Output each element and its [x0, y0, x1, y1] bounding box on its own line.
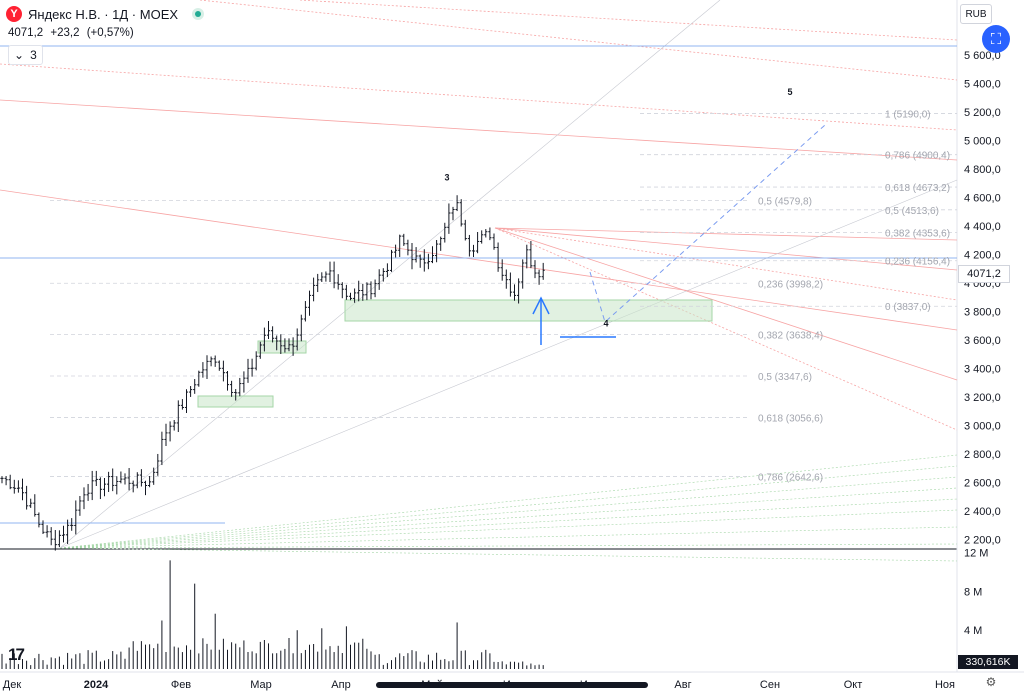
fan-line-green [59, 526, 958, 549]
scale-reset-button[interactable]: ⛶ [982, 25, 1010, 53]
fib-extension-label: 1 (5190,0) [885, 109, 931, 120]
trend-line-red [0, 189, 958, 331]
price-axis-label: 2 600,0 [964, 478, 1001, 490]
price-change-pct: (+0,57%) [86, 27, 134, 39]
fib-extension-label: 0,236 (4156,4) [885, 257, 950, 268]
trend-line-red [0, 63, 958, 131]
quote-line: 4071,2 +23,2 (+0,57%) [8, 27, 138, 39]
last-price: 4071,2 [8, 27, 44, 39]
price-axis-label: 3 600,0 [964, 335, 1001, 347]
fan-line-green [59, 487, 958, 549]
fan-line-green [59, 476, 958, 549]
trend-line-red [199, 0, 958, 81]
fan-line-green [59, 454, 958, 549]
time-axis-label: Авг [674, 679, 691, 691]
price-axis-label: 4 600,0 [964, 193, 1001, 205]
fib-retracement-label: 0,618 (3056,6) [758, 413, 823, 424]
chevron-down-icon: ⌄ [14, 48, 25, 62]
price-axis-label: 5 200,0 [964, 107, 1001, 119]
candles [0, 195, 545, 551]
price-axis-label: 2 400,0 [964, 506, 1001, 518]
tradingview-logo-icon[interactable]: 17 [8, 645, 25, 664]
fib-extension-label: 0,5 (4513,6) [885, 206, 939, 217]
time-axis-label: Фев [171, 679, 191, 691]
trend-line-red [494, 227, 958, 431]
fan-line-grey [59, 0, 721, 549]
up-arrow-head [532, 296, 550, 315]
fib-extension-label: 0,786 (4900,4) [885, 151, 950, 162]
time-axis-label: Ноя [935, 679, 955, 691]
trend-line-red [494, 227, 958, 301]
fan-line-green [59, 498, 958, 549]
volume-bars [1, 560, 544, 669]
fib-retracement-label: 0,5 (3347,6) [758, 372, 812, 383]
market-status-icon [192, 8, 205, 20]
time-axis-label: Сен [760, 679, 780, 691]
trend-line-red [299, 0, 958, 41]
wave-label: 5 [787, 87, 792, 97]
price-axis-label: 4 200,0 [964, 250, 1001, 262]
time-axis-label: Дек [3, 679, 22, 691]
price-axis-label: 2 200,0 [964, 535, 1001, 547]
indicators-toggle-button[interactable]: ⌄ 3 [8, 45, 43, 65]
currency-button[interactable]: RUB [960, 4, 992, 24]
last-price-label: 4071,2 [958, 265, 1010, 283]
volume-axis-label: 4 M [964, 625, 982, 637]
time-axis-label: Мар [250, 679, 272, 691]
price-axis-label: 5 000,0 [964, 136, 1001, 148]
indicator-count: 3 [30, 48, 37, 62]
price-axis-label: 3 000,0 [964, 421, 1001, 433]
symbol-header: Y Яндекс Н.В. · 1Д · MOEX [6, 6, 205, 22]
fib-retracement-label: 0,382 (3638,4) [758, 331, 823, 342]
yandex-logo-icon: Y [6, 6, 22, 22]
time-axis-label: Окт [844, 679, 863, 691]
collapse-icon: ⛶ [990, 30, 1002, 48]
settings-gear-icon[interactable]: ⚙ [985, 675, 997, 689]
trend-line-red [494, 227, 958, 241]
fib-extension-label: 0 (3837,0) [885, 302, 931, 313]
volume-axis-label: 8 M [964, 586, 982, 598]
volume-axis-label: 12 M [964, 548, 988, 560]
price-axis-label: 5 600,0 [964, 50, 1001, 62]
fan-line-grey [59, 179, 958, 549]
time-axis-label: Апр [331, 679, 350, 691]
price-axis-label: 5 400,0 [964, 79, 1001, 91]
price-axis-label: 3 400,0 [964, 364, 1001, 376]
price-axis-label: 3 800,0 [964, 307, 1001, 319]
fib-retracement-label: 0,786 (2642,6) [758, 472, 823, 483]
price-axis-label: 3 200,0 [964, 392, 1001, 404]
support-zone [257, 340, 307, 354]
chart-scrollbar[interactable] [376, 682, 648, 688]
volume-last-label: 330,616K [958, 655, 1018, 669]
price-change: +23,2 [50, 27, 80, 39]
price-axis-label: 4 800,0 [964, 164, 1001, 176]
price-axis-label: 2 800,0 [964, 449, 1001, 461]
fan-line-green [59, 547, 958, 562]
symbol-title[interactable]: Яндекс Н.В. · 1Д · MOEX [28, 6, 179, 22]
trend-line-red [0, 99, 958, 161]
fib-retracement-label: 0,5 (4579,8) [758, 196, 812, 207]
trend-line-red [494, 227, 958, 381]
wave-label: 3 [444, 172, 449, 182]
fib-extension-label: 0,382 (4353,6) [885, 229, 950, 240]
trend-line-red [494, 227, 958, 271]
fib-retracement-label: 0,236 (3998,2) [758, 279, 823, 290]
support-zone [344, 299, 713, 322]
fan-line-green [59, 543, 958, 549]
price-axis-label: 4 400,0 [964, 221, 1001, 233]
wave-label: 4 [603, 318, 608, 328]
time-axis-label: 2024 [84, 679, 109, 691]
fib-extension-label: 0,618 (4673,2) [885, 183, 950, 194]
fan-line-green [59, 509, 958, 549]
